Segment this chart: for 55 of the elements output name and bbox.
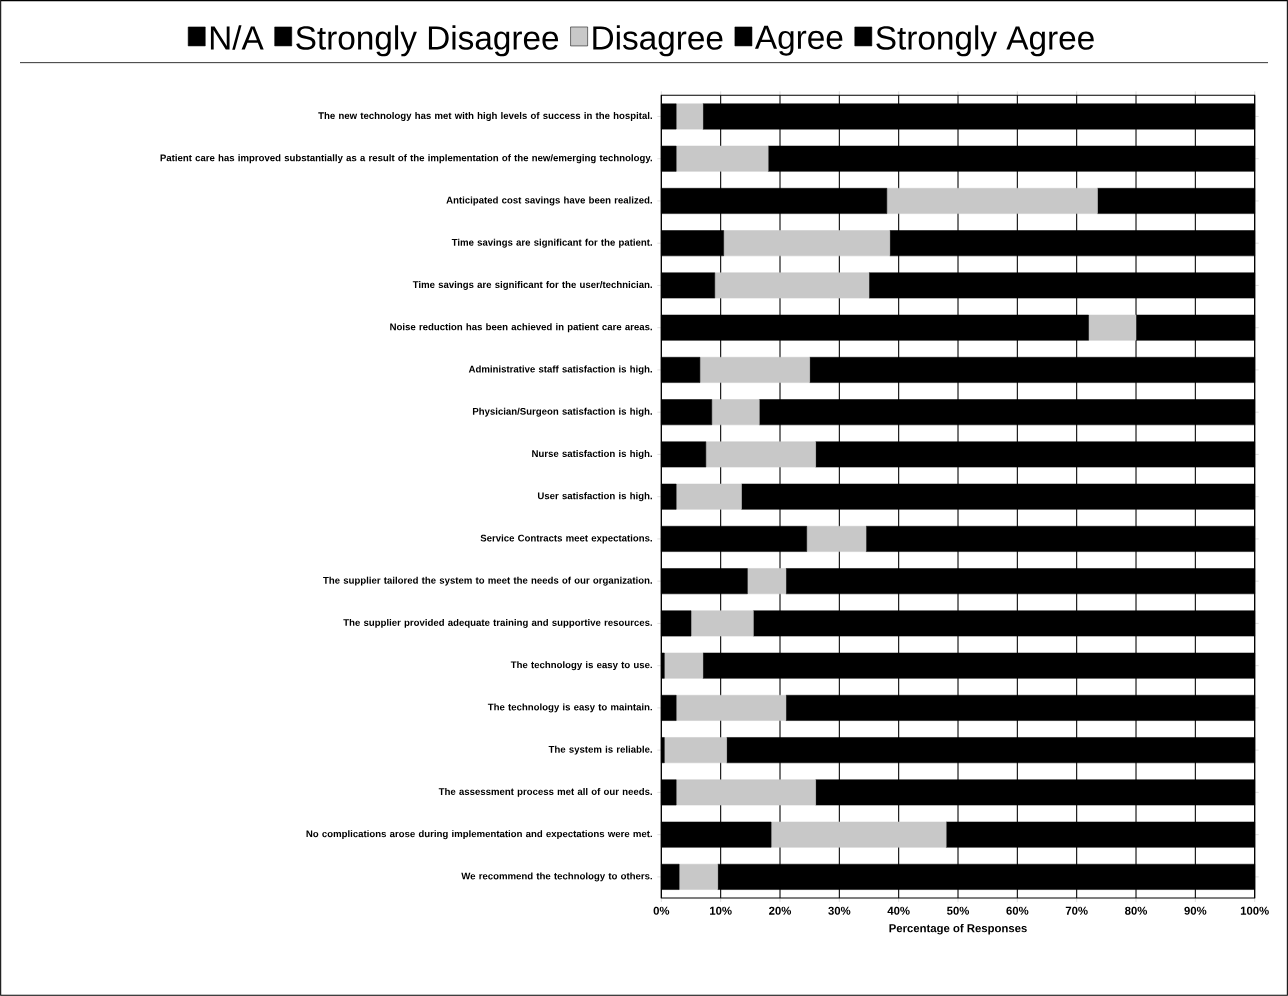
bar <box>675 779 816 806</box>
y-tick-label: User satisfaction is high. <box>537 492 652 502</box>
bar <box>1088 314 1137 341</box>
x-tick-label: 30% <box>828 906 851 915</box>
x-tick-label: 80% <box>1125 906 1148 915</box>
x-tick-label: 10% <box>710 906 732 915</box>
bar <box>714 272 870 299</box>
x-tick-label: 40% <box>887 906 910 915</box>
y-tick-label: The technology is easy to use. <box>510 661 652 671</box>
y-tick-label: The assessment process met all of our needs. <box>438 787 652 797</box>
x-tick-label: 50% <box>947 906 970 915</box>
y-tick-label: The supplier provided adequate training and supportive resources. <box>343 618 652 628</box>
bar <box>723 230 891 257</box>
x-tick-label: 70% <box>1065 906 1088 915</box>
legend-label: Strongly Disagree <box>296 25 559 57</box>
bar <box>705 441 816 468</box>
bar <box>675 145 769 172</box>
bar <box>675 103 704 130</box>
bar <box>675 483 742 510</box>
y-tick-label: Nurse satisfaction is high. <box>532 449 652 459</box>
y-tick-label: No complications arose during implementation and expectations were met. <box>306 830 652 840</box>
bar <box>699 357 810 383</box>
bar <box>690 610 754 637</box>
y-tick-label: Time savings are significant for the user/technician. <box>412 280 652 290</box>
legend-label: Strongly Agree <box>876 25 1094 57</box>
y-tick-label: Service Contracts meet expectations. <box>480 534 652 544</box>
bar <box>747 568 787 595</box>
bar <box>806 525 867 552</box>
bar <box>675 694 787 721</box>
y-tick-label: Patient care has improved substantially as a result of the implementation of the new/emerging technology. <box>160 154 652 164</box>
bar <box>770 821 947 848</box>
y-tick-label: Anticipated cost savings have been realized. <box>446 196 652 206</box>
legend-label: Agree <box>754 25 843 56</box>
x-axis-title: Percentage of Responses <box>889 923 1027 935</box>
bar <box>711 399 760 426</box>
y-tick-label: Physician/Surgeon satisfaction is high. <box>472 407 652 417</box>
bar <box>664 737 727 764</box>
x-tick-label: 0% <box>653 906 670 915</box>
y-tick-label: We recommend the technology to others. <box>461 872 652 882</box>
y-tick-label: Administrative staff satisfaction is high. <box>468 365 652 375</box>
y-tick-label: Noise reduction has been achieved in patient care areas. <box>390 323 652 333</box>
x-tick-label: 60% <box>1006 906 1029 915</box>
x-tick-label: 20% <box>769 906 792 915</box>
x-tick-label: 100% <box>1240 906 1269 915</box>
y-tick-label: The supplier tailored the system to meet the needs of our organization. <box>323 576 652 586</box>
bar <box>886 188 1098 214</box>
bar <box>678 863 718 890</box>
bar <box>664 652 704 679</box>
x-tick-label: 90% <box>1184 906 1207 915</box>
legend-label: N/A <box>210 25 264 50</box>
legend-label: Disagree <box>593 25 723 57</box>
y-tick-label: Time savings are significant for the patient. <box>451 238 652 248</box>
y-tick-label: The new technology has met with high levels of success in the hospital. <box>318 111 652 121</box>
y-tick-label: The system is reliable. <box>548 745 652 755</box>
y-tick-label: The technology is easy to maintain. <box>487 703 652 713</box>
